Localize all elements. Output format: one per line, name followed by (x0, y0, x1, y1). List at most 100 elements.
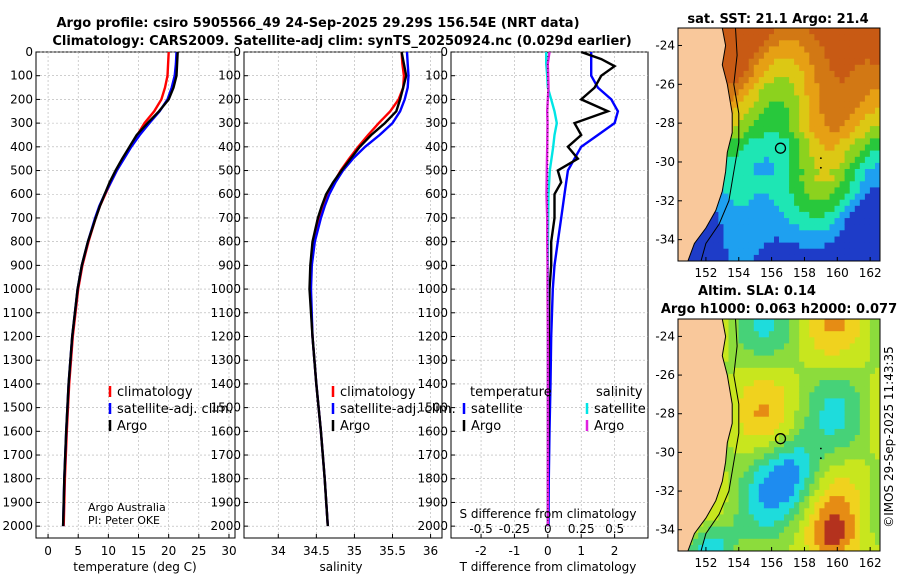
map-cell (799, 343, 805, 350)
map-cell (829, 120, 835, 127)
map-cell (824, 28, 830, 35)
map-cell (794, 162, 800, 170)
map-cell (758, 95, 765, 102)
series-line-argo (308, 51, 408, 527)
map-cell (869, 107, 876, 115)
map-cell (839, 508, 846, 515)
map-cell (789, 380, 795, 387)
map-cell (854, 398, 861, 405)
map-cell (789, 459, 795, 466)
map-cell (804, 496, 810, 503)
map-cell (733, 126, 739, 133)
map-cell (738, 526, 745, 534)
map-cell (809, 175, 815, 182)
map-cell (738, 489, 745, 497)
map-cell (854, 465, 861, 473)
map-cell (723, 64, 729, 72)
map-cell (743, 132, 750, 139)
map-cell (834, 453, 840, 460)
map-cell (834, 410, 840, 418)
map-cell (799, 514, 805, 521)
map-cell (804, 489, 810, 497)
map-cell (768, 150, 775, 158)
map-cell (849, 386, 856, 393)
map-cell (718, 193, 724, 201)
map-cell (768, 156, 775, 164)
map-cell (829, 144, 835, 152)
map-cell (748, 89, 755, 96)
map-cell (875, 435, 881, 442)
map-cell (839, 138, 846, 145)
map-cell (723, 28, 729, 35)
difference-panel: 0100200300400500600700800900100011001200… (417, 45, 649, 558)
map-cell (824, 175, 830, 182)
map-cell (768, 343, 775, 350)
map-cell (814, 175, 820, 182)
map-cell (864, 28, 871, 35)
map-cell (738, 355, 745, 363)
map-cell (723, 520, 729, 528)
map-cell (864, 489, 871, 497)
map-cell (774, 367, 780, 375)
map-cell (738, 248, 745, 256)
map-cell (814, 520, 820, 528)
map-cell (703, 230, 709, 237)
map-cell (733, 538, 739, 546)
map-lon-label: 158 (793, 556, 816, 570)
map-cell (869, 58, 876, 66)
map-cell (703, 526, 709, 534)
map-cell (809, 428, 815, 436)
depth-tick-label: 200 (10, 92, 33, 106)
map-cell (824, 544, 830, 552)
map-cell (804, 410, 810, 418)
map-cell (758, 150, 765, 158)
map-cell (789, 337, 795, 344)
s-tick-label: 0 (544, 522, 552, 536)
map-cell (763, 34, 770, 41)
map-cell (723, 230, 729, 237)
map-cell (723, 319, 729, 326)
map-cell (819, 236, 825, 244)
map-cell (854, 101, 861, 109)
map-cell (864, 386, 871, 393)
map-cell (743, 126, 750, 133)
map-cell (718, 248, 724, 256)
map-cell (854, 132, 861, 139)
map-cell (804, 483, 810, 491)
map-cell (875, 199, 881, 207)
map-cell (869, 230, 876, 237)
map-cell (789, 477, 795, 485)
map-cell (844, 144, 851, 152)
map-cell (748, 150, 755, 158)
map-cell (854, 40, 861, 47)
map-cell (728, 447, 734, 454)
map-cell (748, 361, 755, 369)
map-cell (763, 83, 770, 90)
map-cell (738, 236, 745, 244)
map-cell (723, 169, 729, 176)
map-cell (819, 337, 825, 344)
map-cell (733, 132, 739, 139)
map-cell (824, 150, 830, 158)
salinity-panel: 0100200300400500600700800900100011001200… (210, 45, 455, 558)
map-cell (784, 187, 790, 194)
map-cell (779, 477, 785, 485)
map-cell (839, 199, 846, 207)
map-cell (819, 193, 825, 201)
map-cell (763, 355, 770, 363)
map-cell (869, 477, 876, 485)
map-cell (763, 410, 770, 418)
map-cell (789, 349, 795, 357)
map-cell (824, 422, 830, 430)
map-cell (728, 428, 734, 436)
map-cell (794, 355, 800, 363)
map-cell (799, 120, 805, 127)
map-cell (728, 331, 734, 338)
map-cell (763, 325, 770, 332)
map-cell (834, 441, 840, 448)
map-cell (748, 156, 755, 164)
map-cell (809, 355, 815, 363)
map-cell (849, 199, 856, 207)
map-cell (804, 126, 810, 133)
depth-tick-label: 100 (218, 69, 241, 83)
